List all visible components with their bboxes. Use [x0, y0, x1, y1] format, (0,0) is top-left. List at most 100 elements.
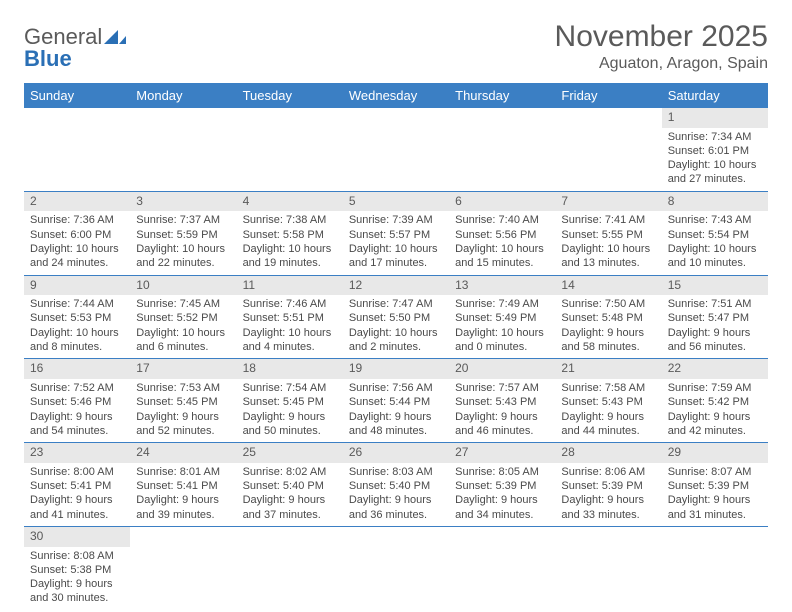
- logo-text: General Blue: [24, 26, 126, 70]
- sunset-text: Sunset: 5:45 PM: [243, 395, 337, 409]
- calendar-cell: [24, 108, 130, 191]
- day-number: 28: [555, 443, 661, 463]
- sunset-text: Sunset: 5:42 PM: [668, 395, 762, 409]
- calendar-cell: 17Sunrise: 7:53 AMSunset: 5:45 PMDayligh…: [130, 359, 236, 443]
- daylight-text: Daylight: 9 hours and 36 minutes.: [349, 493, 443, 522]
- day-number: 26: [343, 443, 449, 463]
- daylight-text: Daylight: 10 hours and 19 minutes.: [243, 242, 337, 271]
- calendar-cell: 4Sunrise: 7:38 AMSunset: 5:58 PMDaylight…: [237, 191, 343, 275]
- sunrise-text: Sunrise: 8:00 AM: [30, 465, 124, 479]
- calendar-cell: 25Sunrise: 8:02 AMSunset: 5:40 PMDayligh…: [237, 443, 343, 527]
- calendar-cell: 6Sunrise: 7:40 AMSunset: 5:56 PMDaylight…: [449, 191, 555, 275]
- calendar-week-row: 23Sunrise: 8:00 AMSunset: 5:41 PMDayligh…: [24, 443, 768, 527]
- day-body: Sunrise: 7:54 AMSunset: 5:45 PMDaylight:…: [237, 379, 343, 442]
- sunrise-text: Sunrise: 7:46 AM: [243, 297, 337, 311]
- daylight-text: Daylight: 9 hours and 33 minutes.: [561, 493, 655, 522]
- sunrise-text: Sunrise: 7:36 AM: [30, 213, 124, 227]
- day-body: Sunrise: 7:58 AMSunset: 5:43 PMDaylight:…: [555, 379, 661, 442]
- daylight-text: Daylight: 10 hours and 0 minutes.: [455, 326, 549, 355]
- daylight-text: Daylight: 9 hours and 48 minutes.: [349, 410, 443, 439]
- sunrise-text: Sunrise: 7:59 AM: [668, 381, 762, 395]
- sunset-text: Sunset: 5:56 PM: [455, 228, 549, 242]
- sunset-text: Sunset: 5:51 PM: [243, 311, 337, 325]
- daylight-text: Daylight: 9 hours and 34 minutes.: [455, 493, 549, 522]
- sunset-text: Sunset: 5:39 PM: [561, 479, 655, 493]
- dayhdr-sun: Sunday: [24, 83, 130, 108]
- sunrise-text: Sunrise: 8:02 AM: [243, 465, 337, 479]
- calendar-cell: 5Sunrise: 7:39 AMSunset: 5:57 PMDaylight…: [343, 191, 449, 275]
- day-number: 8: [662, 192, 768, 212]
- daylight-text: Daylight: 10 hours and 10 minutes.: [668, 242, 762, 271]
- title-block: November 2025 Aguaton, Aragon, Spain: [555, 20, 768, 73]
- calendar-cell: 15Sunrise: 7:51 AMSunset: 5:47 PMDayligh…: [662, 275, 768, 359]
- day-number: 21: [555, 359, 661, 379]
- calendar-cell: [343, 108, 449, 191]
- calendar-week-row: 16Sunrise: 7:52 AMSunset: 5:46 PMDayligh…: [24, 359, 768, 443]
- day-body: Sunrise: 8:07 AMSunset: 5:39 PMDaylight:…: [662, 463, 768, 526]
- sunrise-text: Sunrise: 7:47 AM: [349, 297, 443, 311]
- day-body: Sunrise: 7:56 AMSunset: 5:44 PMDaylight:…: [343, 379, 449, 442]
- daylight-text: Daylight: 10 hours and 8 minutes.: [30, 326, 124, 355]
- calendar-cell: 29Sunrise: 8:07 AMSunset: 5:39 PMDayligh…: [662, 443, 768, 527]
- dayhdr-tue: Tuesday: [237, 83, 343, 108]
- calendar-cell: 24Sunrise: 8:01 AMSunset: 5:41 PMDayligh…: [130, 443, 236, 527]
- sunset-text: Sunset: 5:45 PM: [136, 395, 230, 409]
- sunrise-text: Sunrise: 7:50 AM: [561, 297, 655, 311]
- daylight-text: Daylight: 9 hours and 52 minutes.: [136, 410, 230, 439]
- day-body: Sunrise: 8:08 AMSunset: 5:38 PMDaylight:…: [24, 547, 130, 610]
- calendar-cell: 1Sunrise: 7:34 AMSunset: 6:01 PMDaylight…: [662, 108, 768, 191]
- calendar-header-row: Sunday Monday Tuesday Wednesday Thursday…: [24, 83, 768, 108]
- sunset-text: Sunset: 5:58 PM: [243, 228, 337, 242]
- day-number: 23: [24, 443, 130, 463]
- day-body: Sunrise: 7:38 AMSunset: 5:58 PMDaylight:…: [237, 211, 343, 274]
- sunset-text: Sunset: 5:50 PM: [349, 311, 443, 325]
- day-number: 18: [237, 359, 343, 379]
- day-number: 7: [555, 192, 661, 212]
- sunset-text: Sunset: 5:54 PM: [668, 228, 762, 242]
- calendar-week-row: 1Sunrise: 7:34 AMSunset: 6:01 PMDaylight…: [24, 108, 768, 191]
- daylight-text: Daylight: 9 hours and 56 minutes.: [668, 326, 762, 355]
- sunrise-text: Sunrise: 7:40 AM: [455, 213, 549, 227]
- daylight-text: Daylight: 9 hours and 42 minutes.: [668, 410, 762, 439]
- day-body: Sunrise: 7:43 AMSunset: 5:54 PMDaylight:…: [662, 211, 768, 274]
- day-body: Sunrise: 7:44 AMSunset: 5:53 PMDaylight:…: [24, 295, 130, 358]
- calendar-cell: 26Sunrise: 8:03 AMSunset: 5:40 PMDayligh…: [343, 443, 449, 527]
- day-body: Sunrise: 7:39 AMSunset: 5:57 PMDaylight:…: [343, 211, 449, 274]
- sunrise-text: Sunrise: 8:08 AM: [30, 549, 124, 563]
- daylight-text: Daylight: 9 hours and 54 minutes.: [30, 410, 124, 439]
- day-body: Sunrise: 7:50 AMSunset: 5:48 PMDaylight:…: [555, 295, 661, 358]
- calendar-cell: 14Sunrise: 7:50 AMSunset: 5:48 PMDayligh…: [555, 275, 661, 359]
- day-body: Sunrise: 8:00 AMSunset: 5:41 PMDaylight:…: [24, 463, 130, 526]
- sunrise-text: Sunrise: 7:44 AM: [30, 297, 124, 311]
- logo-text-2: Blue: [24, 46, 72, 71]
- sunset-text: Sunset: 5:40 PM: [349, 479, 443, 493]
- day-body: Sunrise: 7:36 AMSunset: 6:00 PMDaylight:…: [24, 211, 130, 274]
- calendar-cell: 16Sunrise: 7:52 AMSunset: 5:46 PMDayligh…: [24, 359, 130, 443]
- calendar-cell: 8Sunrise: 7:43 AMSunset: 5:54 PMDaylight…: [662, 191, 768, 275]
- sunset-text: Sunset: 5:53 PM: [30, 311, 124, 325]
- day-number: 19: [343, 359, 449, 379]
- daylight-text: Daylight: 9 hours and 46 minutes.: [455, 410, 549, 439]
- sunset-text: Sunset: 5:57 PM: [349, 228, 443, 242]
- day-number: 16: [24, 359, 130, 379]
- day-number: 6: [449, 192, 555, 212]
- sunrise-text: Sunrise: 7:43 AM: [668, 213, 762, 227]
- daylight-text: Daylight: 10 hours and 13 minutes.: [561, 242, 655, 271]
- sunrise-text: Sunrise: 7:38 AM: [243, 213, 337, 227]
- sunset-text: Sunset: 5:44 PM: [349, 395, 443, 409]
- sunset-text: Sunset: 5:40 PM: [243, 479, 337, 493]
- sunrise-text: Sunrise: 7:53 AM: [136, 381, 230, 395]
- day-number: 5: [343, 192, 449, 212]
- calendar-cell: 19Sunrise: 7:56 AMSunset: 5:44 PMDayligh…: [343, 359, 449, 443]
- day-number: 9: [24, 276, 130, 296]
- daylight-text: Daylight: 9 hours and 31 minutes.: [668, 493, 762, 522]
- calendar-cell: 9Sunrise: 7:44 AMSunset: 5:53 PMDaylight…: [24, 275, 130, 359]
- sunrise-text: Sunrise: 8:06 AM: [561, 465, 655, 479]
- month-title: November 2025: [555, 20, 768, 53]
- calendar-cell: [237, 526, 343, 609]
- calendar-cell: 3Sunrise: 7:37 AMSunset: 5:59 PMDaylight…: [130, 191, 236, 275]
- sunrise-text: Sunrise: 8:05 AM: [455, 465, 549, 479]
- day-number: 24: [130, 443, 236, 463]
- sunrise-text: Sunrise: 7:45 AM: [136, 297, 230, 311]
- day-number: 20: [449, 359, 555, 379]
